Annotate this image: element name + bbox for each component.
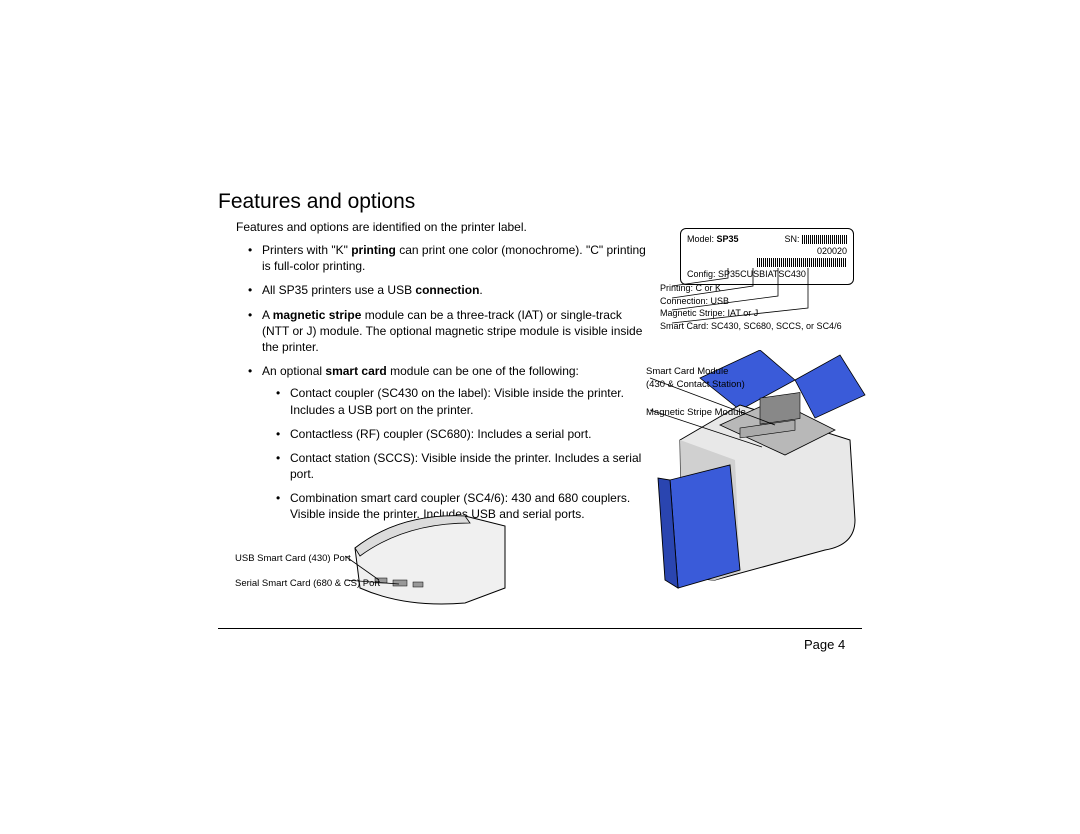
meta-connection: Connection: USB	[660, 295, 842, 308]
bold: smart card	[325, 364, 386, 378]
barcode-icon	[757, 258, 847, 267]
footer-rule	[218, 628, 862, 629]
text: .	[479, 283, 482, 297]
sn-number: 020020	[687, 245, 847, 257]
smartcard-sublist: Contact coupler (SC430 on the label): Vi…	[276, 385, 648, 522]
page-title: Features and options	[218, 190, 862, 214]
bullet-connection: All SP35 printers use a USB connection.	[248, 282, 648, 298]
text: Printers with "K"	[262, 243, 351, 257]
magstripe-module-label: Magnetic Stripe Module	[646, 406, 746, 419]
sub-sc680: Contactless (RF) coupler (SC680): Includ…	[276, 426, 648, 442]
bold: printing	[351, 243, 396, 257]
meta-smartcard: Smart Card: SC430, SC680, SCCS, or SC4/6	[660, 320, 842, 333]
text: module can be one of the following:	[387, 364, 579, 378]
model-label: Model:	[687, 234, 714, 244]
sub-sc430: Contact coupler (SC430 on the label): Vi…	[276, 385, 648, 417]
port-label-callouts: USB Smart Card (430) Port Serial Smart C…	[235, 552, 380, 591]
serial-smartcard-port-label: Serial Smart Card (680 & CS) Port	[235, 577, 380, 590]
bold: magnetic stripe	[273, 308, 362, 322]
text: All SP35 printers use a USB	[262, 283, 415, 297]
smartcard-module-label: Smart Card Module	[646, 365, 746, 378]
text: An optional	[262, 364, 325, 378]
label-meta-text: Printing: C or K Connection: USB Magneti…	[660, 282, 842, 332]
usb-smartcard-port-label: USB Smart Card (430) Port	[235, 552, 380, 565]
page-number: Page 4	[804, 637, 845, 652]
printer-label-callouts: Smart Card Module (430 & Contact Station…	[646, 365, 746, 419]
meta-printing: Printing: C or K	[660, 282, 842, 295]
feature-list: Printers with "K" printing can print one…	[248, 242, 648, 523]
smartcard-module-sublabel: (430 & Contact Station)	[646, 378, 746, 391]
text: A	[262, 308, 273, 322]
meta-magstripe: Magnetic Stripe: IAT or J	[660, 307, 842, 320]
model-value: SP35	[717, 234, 739, 244]
bullet-printing: Printers with "K" printing can print one…	[248, 242, 648, 274]
sn-label: SN:	[784, 234, 799, 244]
sub-sccs: Contact station (SCCS): Visible inside t…	[276, 450, 648, 482]
bold: connection	[415, 283, 479, 297]
barcode-icon	[802, 235, 847, 244]
bullet-magstripe: A magnetic stripe module can be a three-…	[248, 307, 648, 356]
bullet-smartcard: An optional smart card module can be one…	[248, 363, 648, 523]
